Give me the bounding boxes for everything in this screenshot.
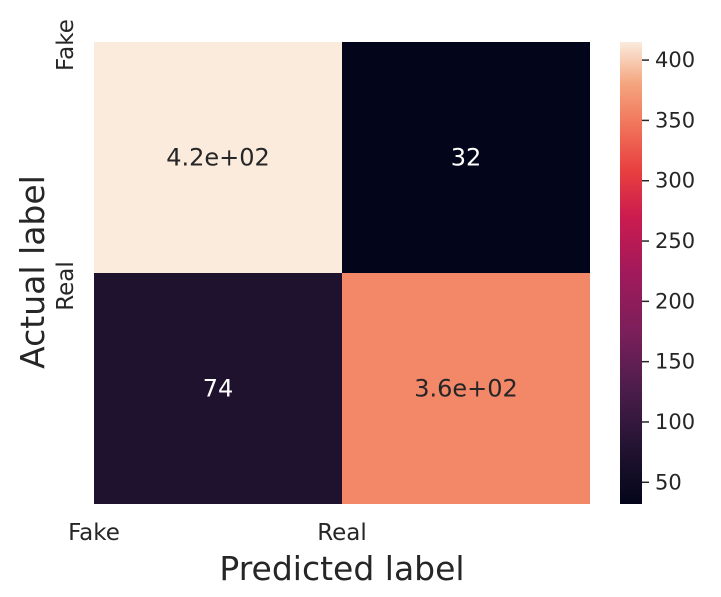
heatmap-cells — [94, 42, 590, 504]
x-axis-label: Predicted label — [219, 549, 464, 588]
cell-annotation-real-fake: 74 — [203, 375, 234, 403]
y-tick-real: Real — [53, 261, 79, 311]
heatmap-cell-fake-real — [342, 42, 590, 273]
y-tick-fake: Fake — [53, 19, 79, 71]
y-axis-label: Actual label — [13, 175, 52, 369]
colorbar-tick-label-100: 100 — [655, 410, 695, 434]
colorbar-tick-label-400: 400 — [655, 48, 695, 72]
colorbar-tick-label-200: 200 — [655, 289, 695, 313]
heatmap-cell-real-fake — [94, 273, 342, 504]
x-tick-real: Real — [317, 520, 367, 546]
colorbar-tick-label-350: 350 — [655, 108, 695, 132]
cell-annotation-real-real: 3.6e+02 — [414, 375, 518, 403]
colorbar-ticks: 50 100 150 200 250 300 350 400 — [642, 48, 695, 494]
cell-annotation-fake-fake: 4.2e+02 — [166, 144, 270, 172]
heatmap-cell-real-real — [342, 273, 590, 504]
x-tick-fake: Fake — [68, 520, 120, 546]
colorbar-tick-label-50: 50 — [655, 470, 682, 494]
colorbar — [620, 42, 642, 504]
colorbar-tick-label-250: 250 — [655, 229, 695, 253]
heatmap-cell-fake-fake — [94, 42, 342, 273]
colorbar-tick-label-150: 150 — [655, 350, 695, 374]
cell-annotations: 4.2e+02 32 74 3.6e+02 — [166, 144, 518, 403]
colorbar-tick-label-300: 300 — [655, 169, 695, 193]
cell-annotation-fake-real: 32 — [451, 144, 482, 172]
